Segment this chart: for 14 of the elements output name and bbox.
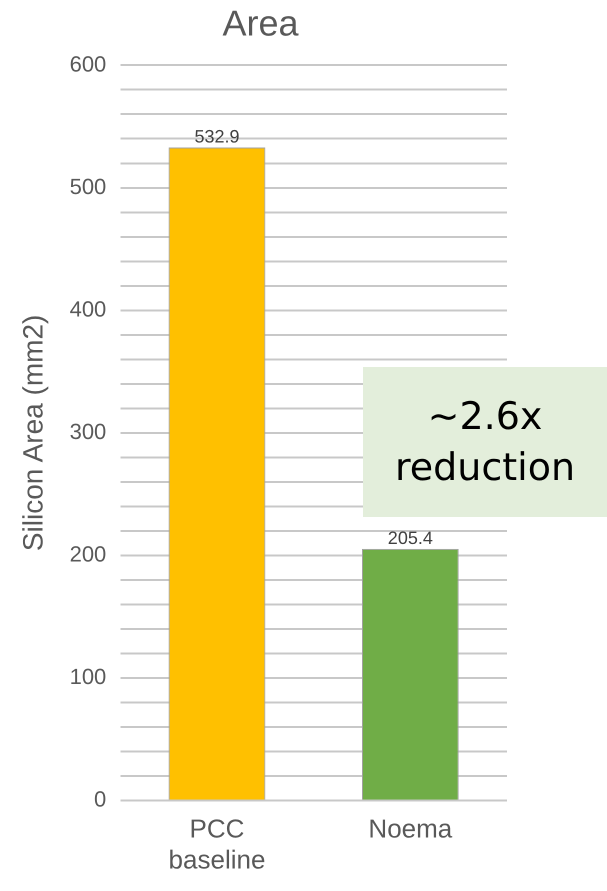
y-tick-label: 400	[70, 296, 106, 322]
y-tick-label: 200	[70, 542, 106, 567]
y-tick-label: 0	[94, 786, 106, 812]
y-tick-label: 500	[70, 174, 106, 199]
y-axis-title: Silicon Area (mm2)	[18, 314, 49, 552]
annotation: ~2.6x reduction	[363, 367, 607, 517]
data-label: 532.9	[194, 126, 240, 146]
x-tick-label: PCC baseline	[168, 813, 266, 875]
y-tick-label: 600	[70, 51, 106, 76]
y-tick-label: 300	[70, 418, 106, 444]
data-label: 205.4	[388, 528, 433, 548]
x-tick-label: Noema	[368, 813, 453, 844]
y-tick-label: 100	[70, 664, 106, 690]
chart-title: Area	[222, 2, 300, 44]
